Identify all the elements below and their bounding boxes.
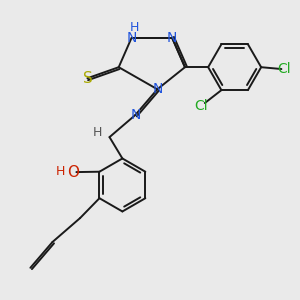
Text: N: N: [131, 108, 141, 122]
Text: O: O: [67, 165, 79, 180]
Text: H: H: [93, 126, 102, 139]
Text: S: S: [82, 71, 92, 86]
Text: N: N: [152, 82, 163, 96]
Text: Cl: Cl: [277, 62, 291, 76]
Text: H: H: [130, 21, 139, 34]
Text: Cl: Cl: [194, 99, 208, 112]
Text: H: H: [56, 165, 66, 178]
Text: N: N: [167, 31, 177, 45]
Text: N: N: [126, 31, 137, 45]
